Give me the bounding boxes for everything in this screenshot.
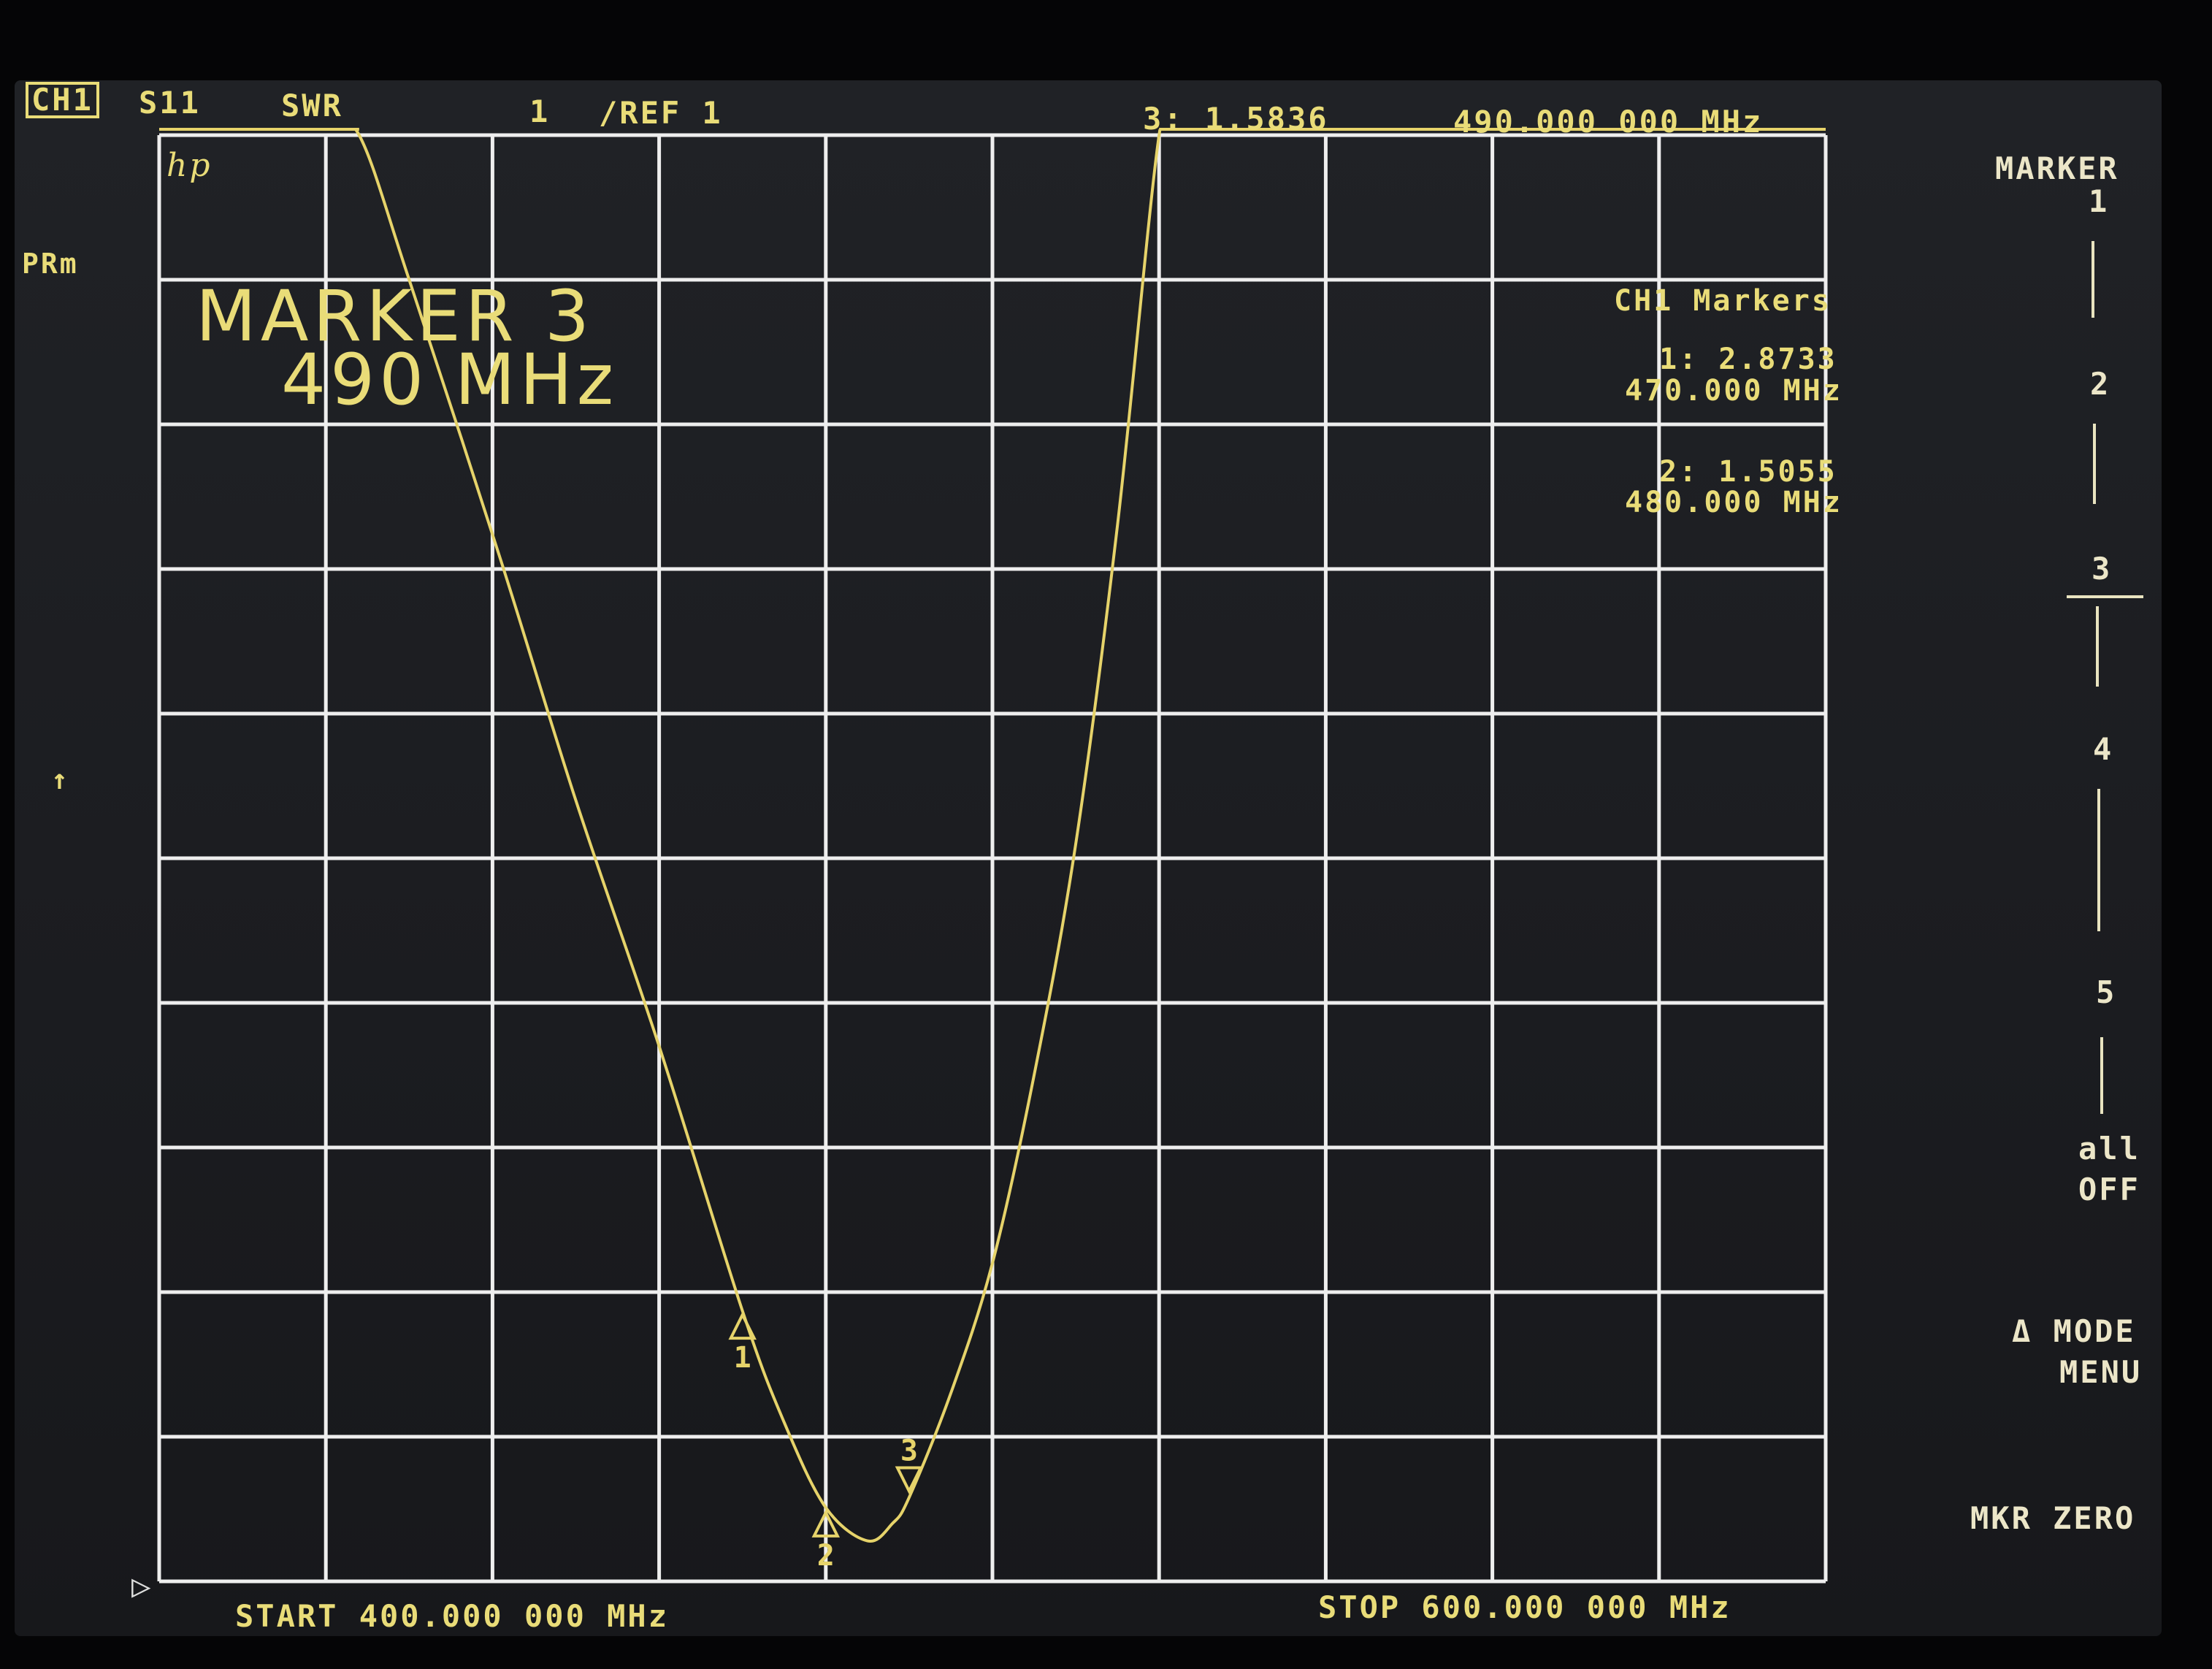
softkey-all-off-line1[interactable]: all [2078,1131,2140,1166]
softkey-divider [2097,789,2100,931]
marker-3-label: 3 [900,1434,918,1467]
softkey-delta-mode-line2[interactable]: MENU [2059,1354,2143,1390]
active-marker-readout: 3: 1.5836 [1143,101,1329,137]
softkey-menu-title: MARKER [1995,150,2119,186]
marker-1-frequency: 470.000 MHz [1625,374,1842,408]
arrow-icon: ↑ [51,763,70,795]
hp-logo: hp [167,147,213,184]
prm-annotation: PRm [22,248,79,280]
reference-pointer-icon: ▷ [131,1567,153,1605]
marker-1-icon [728,1311,757,1340]
softkey-divider [2092,241,2094,318]
softkey-mkr-zero[interactable]: MKR ZERO [1970,1500,2136,1536]
format-label: SWR [281,88,343,123]
marker-3-icon [895,1466,924,1494]
marker-1-label: 1 [734,1341,751,1375]
marker-1-value: 1: 2.8733 [1659,343,1837,376]
swr-trace [353,129,1162,1543]
marker-2-icon [811,1509,841,1538]
softkey-all-off-line2[interactable]: OFF [2078,1172,2140,1207]
softkey-marker-3[interactable]: 3 [2092,551,2113,587]
parameter-label: S11 [139,85,201,121]
marker-2-label: 2 [817,1539,835,1573]
marker-list-title: CH1 Markers [1614,284,1832,318]
scale-label: 1 [529,93,551,129]
softkey-marker-2[interactable]: 2 [2090,366,2111,402]
channel-label: CH1 [26,82,99,118]
marker-2-value: 2: 1.5055 [1659,455,1837,489]
marker-title: MARKER 3 [196,275,594,357]
stop-frequency: STOP 600.000 000 MHz [1318,1589,1731,1625]
softkey-marker-5[interactable]: 5 [2096,974,2117,1010]
softkey-divider [2100,1037,2103,1114]
active-softkey-indicator [2067,595,2143,598]
softkey-marker-1[interactable]: 1 [2089,183,2110,219]
softkey-divider [2093,424,2096,504]
softkey-divider [2096,606,2099,687]
active-marker-frequency: 490.000 000 MHz [1453,104,1764,140]
softkey-marker-4[interactable]: 4 [2093,731,2114,767]
softkey-delta-mode-line1[interactable]: Δ MODE [2012,1313,2136,1349]
reference-label: /REF 1 [599,95,723,131]
marker-frequency-title: 490 MHz [281,339,619,421]
marker-2-frequency: 480.000 MHz [1625,486,1842,519]
start-frequency: START 400.000 000 MHz [235,1598,670,1634]
